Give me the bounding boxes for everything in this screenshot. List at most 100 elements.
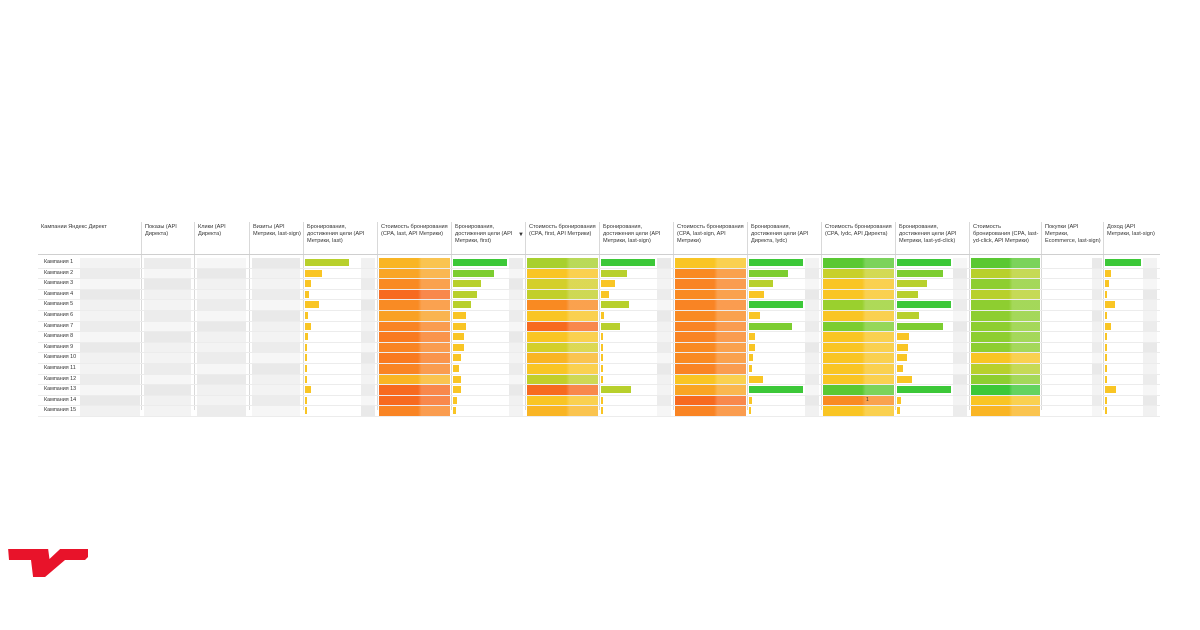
redacted-cell bbox=[509, 406, 523, 416]
column-header-11[interactable]: Стоимость бронирования (CPA, lydc, API Д… bbox=[825, 224, 892, 237]
cpa-lydc-value: 1 bbox=[866, 396, 869, 403]
last-bar bbox=[305, 343, 307, 351]
column-divider[interactable] bbox=[303, 222, 304, 410]
column-header-13[interactable]: Стоимость бронирования (CPA, last-yd-cli… bbox=[973, 224, 1039, 244]
column-divider[interactable] bbox=[673, 222, 674, 410]
first-bar bbox=[453, 301, 471, 309]
column-header-3[interactable]: Визиты (API Метрики, last-sign) bbox=[253, 224, 301, 237]
income-bar bbox=[1105, 375, 1107, 383]
redacted-cell bbox=[1143, 406, 1157, 416]
income-bar bbox=[1105, 386, 1116, 394]
column-header-12[interactable]: Бронирования, достижения цели (API Метри… bbox=[899, 224, 957, 244]
column-header-6[interactable]: Бронирования, достижения цели (API Метри… bbox=[455, 224, 513, 244]
column-divider[interactable] bbox=[747, 222, 748, 410]
redacted-cell bbox=[361, 342, 375, 353]
cpa-last-yd-click-cell bbox=[971, 353, 1040, 363]
column-header-4[interactable]: Бронирования, достижения цели (API Метри… bbox=[307, 224, 365, 244]
report-table: Кампании Яндекс Директ Показы (API Директ… bbox=[38, 222, 1160, 417]
campaign-name[interactable]: Кампания 2 bbox=[44, 269, 74, 276]
redacted-cell bbox=[657, 385, 671, 395]
campaign-name[interactable]: Кампания 4 bbox=[44, 290, 74, 297]
campaign-name[interactable]: Кампания 11 bbox=[44, 365, 76, 371]
first-bar bbox=[453, 259, 507, 266]
redacted-cell bbox=[1092, 353, 1102, 363]
redacted-cell bbox=[805, 332, 819, 342]
campaign-name[interactable]: Кампания 15 bbox=[44, 407, 77, 414]
row-divider bbox=[38, 310, 1160, 311]
column-divider[interactable] bbox=[525, 222, 526, 410]
cpa-first-cell bbox=[527, 342, 598, 353]
column-header-7[interactable]: Стоимость бронирования (CPA, first, API … bbox=[529, 224, 596, 237]
row-divider bbox=[38, 288, 1160, 290]
last-bar bbox=[305, 280, 311, 288]
cpa-first-cell bbox=[527, 406, 598, 416]
column-divider[interactable] bbox=[249, 222, 250, 410]
column-divider[interactable] bbox=[194, 222, 195, 410]
redacted-cell bbox=[252, 268, 300, 279]
cpa-lydc-cell bbox=[823, 385, 894, 395]
campaign-name[interactable]: Кампания 1 bbox=[44, 259, 74, 265]
lydc-bar bbox=[749, 322, 792, 330]
redacted-cell bbox=[657, 374, 671, 385]
column-divider[interactable] bbox=[599, 222, 600, 410]
cpa-last-sign-cell bbox=[675, 258, 746, 268]
redacted-cell bbox=[1143, 311, 1157, 321]
last-sign-bar bbox=[601, 259, 655, 266]
cpa-first-cell bbox=[527, 364, 598, 374]
column-header-14[interactable]: Покупки (API Метрики, Ecommerce, last-si… bbox=[1045, 224, 1101, 244]
lydc-bar bbox=[749, 396, 752, 404]
cpa-last-yd-click-cell bbox=[971, 289, 1040, 300]
campaign-name[interactable]: Кампания 7 bbox=[44, 322, 74, 329]
redacted-cell bbox=[805, 342, 819, 353]
campaign-name[interactable]: Кампания 8 bbox=[44, 333, 74, 340]
cpa-lydc-cell bbox=[823, 395, 894, 406]
column-header-15[interactable]: Доход (API Метрики, last-sign) bbox=[1107, 224, 1155, 237]
column-divider[interactable] bbox=[141, 222, 142, 410]
column-header-8[interactable]: Бронирования, достижения цели (API Метри… bbox=[603, 224, 661, 244]
first-bar bbox=[453, 407, 456, 415]
column-divider[interactable] bbox=[1103, 222, 1104, 410]
cpa-last-sign-cell bbox=[675, 279, 746, 289]
campaign-name[interactable]: Кампания 10 bbox=[44, 354, 77, 361]
sort-desc-icon[interactable]: ▼ bbox=[518, 232, 524, 238]
column-divider[interactable] bbox=[895, 222, 896, 410]
redacted-cell bbox=[361, 395, 375, 406]
income-bar bbox=[1105, 322, 1111, 330]
column-header-1[interactable]: Показы (API Директа) bbox=[145, 224, 177, 237]
column-header-9[interactable]: Стоимость бронирования (CPA, last-sign, … bbox=[677, 224, 744, 244]
redacted-cell bbox=[657, 332, 671, 342]
last-yd-click-bar bbox=[897, 259, 951, 266]
column-divider[interactable] bbox=[451, 222, 452, 410]
redacted-cell bbox=[197, 279, 246, 289]
cpa-lydc-cell bbox=[823, 321, 894, 332]
last-bar bbox=[305, 312, 308, 319]
redacted-cell bbox=[805, 268, 819, 279]
cpa-first-cell bbox=[527, 300, 598, 310]
campaign-name[interactable]: Кампания 5 bbox=[44, 301, 74, 308]
row-divider bbox=[38, 341, 1160, 343]
column-header-10[interactable]: Бронирования, достижения цели (API Дирек… bbox=[751, 224, 809, 244]
redacted-cell bbox=[953, 395, 967, 406]
column-header-5[interactable]: Стоимость бронирования (CPA, last, API М… bbox=[381, 224, 448, 237]
cpa-first-cell bbox=[527, 321, 598, 332]
last-bar bbox=[305, 386, 311, 394]
campaign-name[interactable]: Кампания 12 bbox=[44, 375, 77, 382]
campaign-name[interactable]: Кампания 3 bbox=[44, 280, 74, 287]
column-divider[interactable] bbox=[377, 222, 378, 410]
redacted-cell bbox=[657, 364, 671, 374]
column-header-0[interactable]: Кампании Яндекс Директ bbox=[41, 224, 107, 230]
campaign-name[interactable]: Кампания 6 bbox=[44, 312, 74, 318]
redacted-cell bbox=[953, 321, 967, 332]
column-header-2[interactable]: Клики (API Директа) bbox=[198, 224, 226, 237]
column-divider[interactable] bbox=[1041, 222, 1042, 410]
redacted-cell bbox=[1092, 321, 1102, 332]
redacted-cell bbox=[144, 300, 191, 310]
cpa-lydc-cell bbox=[823, 374, 894, 385]
cpa-last-sign-cell bbox=[675, 311, 746, 321]
campaign-name[interactable]: Кампания 14 bbox=[44, 396, 77, 403]
column-divider[interactable] bbox=[821, 222, 822, 410]
campaign-name[interactable]: Кампания 9 bbox=[44, 343, 74, 350]
column-divider[interactable] bbox=[969, 222, 970, 410]
redacted-cell bbox=[197, 311, 246, 321]
campaign-name[interactable]: Кампания 13 bbox=[44, 386, 77, 393]
